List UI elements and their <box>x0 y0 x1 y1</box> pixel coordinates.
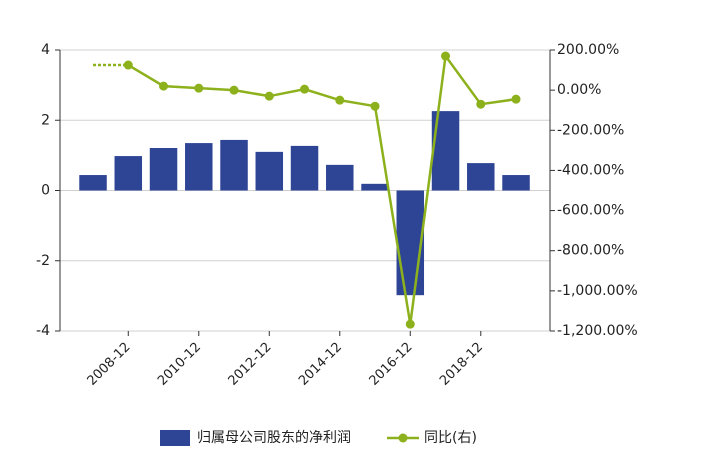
line-point <box>194 83 204 93</box>
y2-tick-label: 0.00% <box>557 82 601 98</box>
legend-label: 同比(右) <box>424 430 477 446</box>
y2-tick-label: -600.00% <box>557 203 624 219</box>
bar <box>149 147 178 191</box>
y2-tick-label: -400.00% <box>557 162 624 178</box>
y-tick-label: 2 <box>41 112 50 128</box>
legend-swatch <box>160 430 190 446</box>
line-point <box>159 81 169 91</box>
y2-tick-label: 200.00% <box>557 42 619 58</box>
line-point <box>264 91 274 101</box>
bar <box>467 163 495 191</box>
line-point <box>441 51 451 61</box>
legend-swatch <box>398 433 408 443</box>
y-tick-label: -2 <box>36 253 50 269</box>
bar <box>361 183 389 191</box>
bar <box>326 164 354 191</box>
bar <box>290 145 319 191</box>
bar <box>502 175 530 191</box>
y-tick-label: 4 <box>41 42 50 58</box>
bar <box>255 151 284 191</box>
y-tick-label: 0 <box>41 183 50 199</box>
legend-label: 归属母公司股东的净利润 <box>197 429 351 446</box>
bar <box>185 143 213 191</box>
line <box>127 52 517 325</box>
y2-tick-label: -1,200.00% <box>557 323 638 339</box>
line-point <box>511 94 521 104</box>
line-point <box>370 101 380 111</box>
bar <box>220 139 248 191</box>
bar <box>114 156 143 191</box>
bar <box>396 190 425 296</box>
y2-tick-label: -1,000.00% <box>557 283 638 299</box>
line-point <box>123 60 133 70</box>
line-point <box>335 95 345 105</box>
line-point <box>300 84 310 94</box>
line-point <box>229 85 239 95</box>
y-tick-label: -4 <box>36 323 50 339</box>
line-point <box>476 99 486 109</box>
y2-tick-label: -200.00% <box>557 122 624 138</box>
y2-tick-label: -800.00% <box>557 243 624 259</box>
line-point <box>405 319 415 329</box>
bar <box>79 175 107 191</box>
